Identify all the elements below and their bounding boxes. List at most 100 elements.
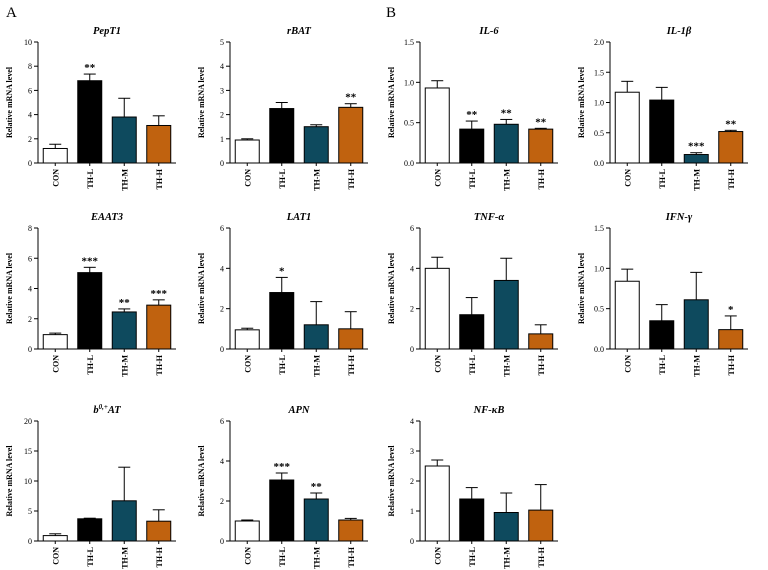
y-axis-label: Relative mRNA level <box>387 252 396 324</box>
significance-marker: ** <box>725 118 737 130</box>
y-tick-label: 8 <box>28 62 32 71</box>
x-tick-label: CON <box>433 355 442 373</box>
chart-title: LAT1 <box>286 212 312 223</box>
x-tick-label: TH-H <box>347 546 356 567</box>
x-tick-label: TH-H <box>347 354 356 375</box>
y-tick-label: 2 <box>220 497 224 506</box>
chart-tnf: TNF-α 0 2 4 6 Relative mRNA level CON TH-L TH-M T… <box>387 212 558 377</box>
bar-th-l <box>459 314 485 350</box>
significance-marker: *** <box>151 288 168 300</box>
bar-th-m <box>493 279 519 350</box>
bar-th-m <box>111 311 137 350</box>
chart-title: TNF-α <box>474 212 504 223</box>
x-tick-label: TH-M <box>502 355 511 377</box>
y-tick-label: 6 <box>28 86 32 95</box>
bar-th-m <box>303 324 329 350</box>
y-tick-label: 0 <box>220 159 224 168</box>
y-tick-label: 0.5 <box>404 119 414 128</box>
x-tick-label: CON <box>623 169 632 187</box>
y-tick-label: 2 <box>220 111 224 120</box>
significance-marker: ** <box>501 107 513 119</box>
y-tick-label: 4 <box>28 111 32 120</box>
y-tick-label: 0.0 <box>594 159 604 168</box>
significance-marker: * <box>728 304 734 316</box>
chart-title: rBAT <box>287 26 312 37</box>
x-tick-label: TH-L <box>278 547 287 567</box>
y-tick-label: 6 <box>410 224 414 233</box>
bar-th-h <box>528 128 554 164</box>
bar-th-l <box>77 272 103 350</box>
chart-title: IL-6 <box>478 26 499 37</box>
bar-th-l <box>269 479 295 542</box>
bar-th-l <box>269 292 295 350</box>
x-tick-label: TH-H <box>537 546 546 567</box>
bar-th-m <box>111 500 137 542</box>
bar-con <box>234 329 260 350</box>
y-axis-label: Relative mRNA level <box>387 66 396 138</box>
x-tick-label: CON <box>243 355 252 373</box>
bar-con <box>42 334 68 350</box>
x-tick-label: TH-H <box>537 168 546 189</box>
x-tick-label: TH-M <box>120 355 129 377</box>
chart-nf-b: NF-κB 0 1 2 3 4 Relative mRNA level CON TH-L TH-M… <box>387 405 558 569</box>
y-tick-label: 1.5 <box>594 68 604 77</box>
y-tick-label: 0 <box>220 537 224 546</box>
bar-con <box>42 535 68 542</box>
x-tick-label: TH-H <box>727 168 736 189</box>
x-tick-label: TH-H <box>727 354 736 375</box>
y-tick-label: 0 <box>410 537 414 546</box>
panel-label-a: A <box>6 5 17 21</box>
bar-con <box>234 520 260 542</box>
chart-title: IL-1β <box>666 26 692 37</box>
significance-marker: * <box>279 265 285 277</box>
x-tick-label: TH-L <box>658 169 667 189</box>
y-tick-label: 0 <box>410 345 414 354</box>
bar-th-h <box>718 329 744 350</box>
x-tick-label: TH-H <box>347 168 356 189</box>
x-tick-label: TH-H <box>537 354 546 375</box>
bar-th-h <box>338 328 364 350</box>
bar-th-h <box>718 131 744 164</box>
bar-th-m <box>111 116 137 164</box>
significance-marker: ** <box>345 92 357 104</box>
chart-il-1: IL-1β 0.0 0.5 1.0 1.5 2.0 Relative mRNA level C… <box>577 26 748 191</box>
x-tick-label: CON <box>51 169 60 187</box>
y-tick-label: 20 <box>24 417 32 426</box>
y-tick-label: 2.0 <box>594 38 604 47</box>
chart-ifn: IFN-γ 0.0 0.5 1.0 1.5 Relative mRNA level CON T… <box>577 212 748 377</box>
y-tick-label: 3 <box>220 86 224 95</box>
x-tick-label: CON <box>243 547 252 565</box>
bar-th-m <box>683 154 709 164</box>
y-tick-label: 5 <box>220 38 224 47</box>
y-tick-label: 1 <box>410 507 414 516</box>
y-tick-label: 1.0 <box>594 264 604 273</box>
bar-con <box>42 147 68 164</box>
y-tick-label: 2 <box>220 305 224 314</box>
y-axis-label: Relative mRNA level <box>197 252 206 324</box>
y-axis-label: Relative mRNA level <box>5 66 14 138</box>
y-tick-label: 0 <box>28 345 32 354</box>
bar-con <box>424 87 450 164</box>
chart-title: b0,+AT <box>93 403 121 416</box>
bar-con <box>614 91 640 164</box>
y-tick-label: 1.0 <box>594 99 604 108</box>
x-tick-label: TH-H <box>155 168 164 189</box>
x-tick-label: TH-L <box>468 355 477 375</box>
bar-con <box>234 139 260 164</box>
y-axis-label: Relative mRNA level <box>5 252 14 324</box>
y-tick-label: 4 <box>410 264 414 273</box>
x-tick-label: CON <box>433 169 442 187</box>
x-tick-label: TH-M <box>692 169 701 191</box>
bar-th-m <box>303 126 329 164</box>
y-tick-label: 8 <box>28 224 32 233</box>
x-tick-label: TH-M <box>120 547 129 569</box>
x-tick-label: TH-M <box>502 547 511 569</box>
significance-marker: *** <box>274 461 291 473</box>
y-tick-label: 6 <box>220 224 224 233</box>
chart-title: EAAT3 <box>90 212 123 223</box>
bar-th-h <box>146 304 172 350</box>
x-tick-label: CON <box>243 169 252 187</box>
y-tick-label: 4 <box>28 285 32 294</box>
x-tick-label: CON <box>433 547 442 565</box>
